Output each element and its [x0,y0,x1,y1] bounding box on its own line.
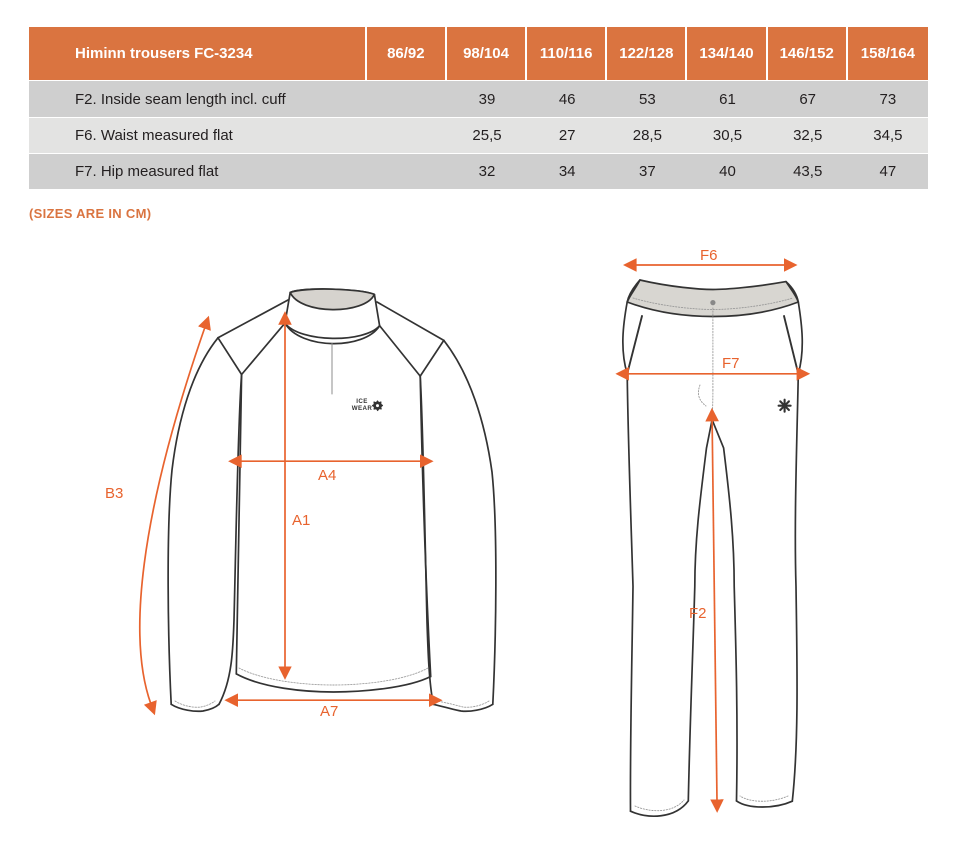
svg-text:F2: F2 [689,605,707,622]
svg-text:B3: B3 [105,485,123,502]
svg-text:A1: A1 [292,512,310,529]
svg-text:WEAR: WEAR [352,405,373,412]
svg-text:A7: A7 [320,703,338,720]
svg-text:F6: F6 [700,247,718,264]
svg-text:ICE: ICE [356,398,368,405]
svg-text:F7: F7 [722,355,740,372]
svg-text:A4: A4 [318,467,336,484]
